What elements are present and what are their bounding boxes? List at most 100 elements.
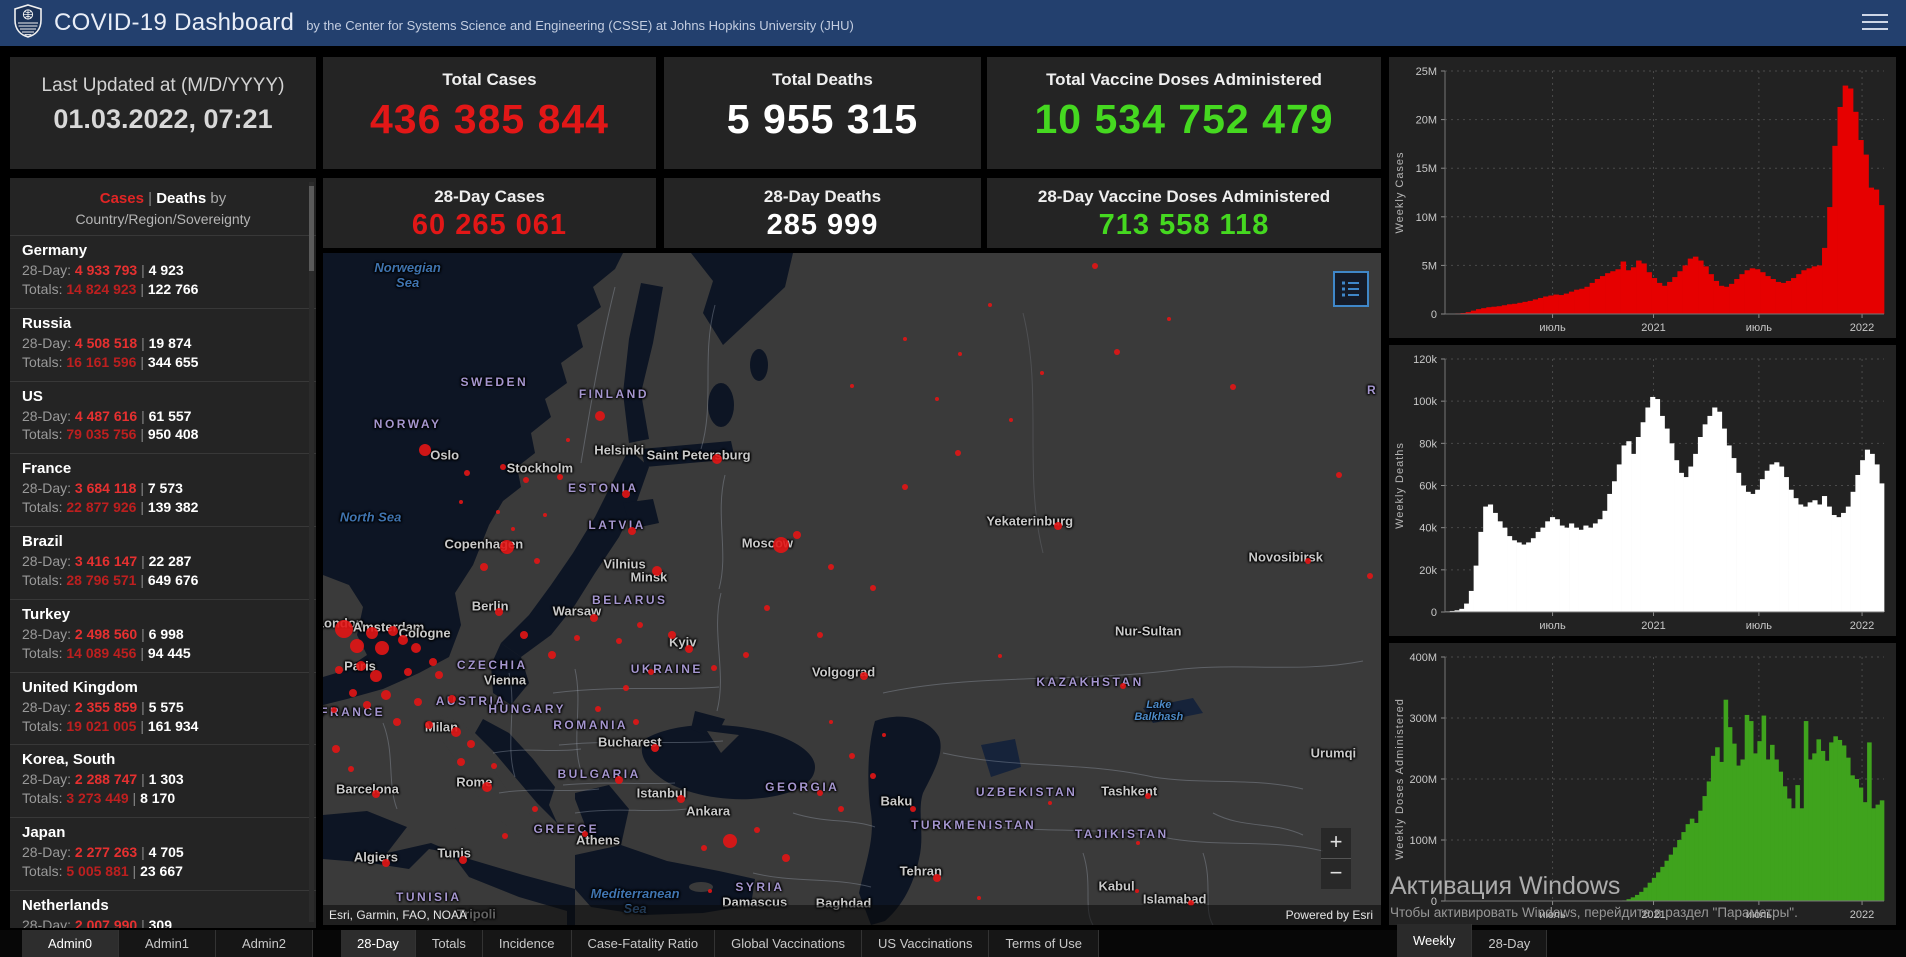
case-bubble[interactable] [773,537,790,554]
case-bubble[interactable] [910,805,917,812]
case-bubble[interactable] [523,477,530,484]
weekly-cases-chart-panel[interactable]: 0 5M 10M 15M 20M 25M июль 2021 июль 2022 Weekly Ca… [1389,57,1896,338]
case-bubble[interactable] [881,733,886,738]
case-bubble[interactable] [369,670,382,683]
case-bubble[interactable] [533,557,540,564]
case-bubble[interactable] [1187,900,1194,907]
country-row[interactable]: Korea, South 28-Day: 2 288 747 | 1 303 Tot… [10,744,316,817]
case-bubble[interactable] [859,672,868,681]
case-bubble[interactable] [387,626,398,637]
case-bubble[interactable] [1304,558,1311,565]
zoom-in-button[interactable]: + [1329,829,1343,854]
case-bubble[interactable] [1229,384,1236,391]
case-bubble[interactable] [429,657,438,666]
case-bubble[interactable] [382,859,391,868]
chart-tab-weekly[interactable]: Weekly [1397,924,1473,957]
case-bubble[interactable] [934,397,939,402]
case-bubble[interactable] [850,384,854,389]
weekly-doses-chart-panel[interactable]: 0 100M 200M 300M 400M июль 2021 июль 2022 Weekly … [1389,643,1896,925]
case-bubble[interactable] [676,794,685,803]
case-bubble[interactable] [976,896,981,901]
case-bubble[interactable] [331,744,340,753]
case-bubble[interactable] [335,620,354,639]
case-bubble[interactable] [685,644,694,653]
case-bubble[interactable] [708,889,713,894]
case-bubble[interactable] [668,630,677,639]
case-bubble[interactable] [403,668,412,677]
case-bubble[interactable] [458,855,467,864]
case-bubble[interactable] [398,635,409,646]
country-row[interactable]: Germany 28-Day: 4 933 793 | 4 923 Totals: … [10,235,316,308]
case-bubble[interactable] [870,584,877,591]
case-bubble[interactable] [987,303,992,308]
case-bubble[interactable] [838,806,845,813]
tab-case-fatality-ratio[interactable]: Case-Fatality Ratio [571,930,716,957]
case-bubble[interactable] [1054,521,1063,530]
case-bubble[interactable] [491,762,498,769]
country-row[interactable]: US 28-Day: 4 487 616 | 61 557 Totals: 79 0… [10,380,316,454]
country-row[interactable]: Turkey 28-Day: 2 498 560 | 6 998 Totals: 1… [10,598,316,672]
tab-us-vaccinations[interactable]: US Vaccinations [862,930,990,957]
case-bubble[interactable] [1134,889,1139,894]
case-bubble[interactable] [723,834,738,848]
case-bubble[interactable] [414,697,423,706]
case-bubble[interactable] [458,499,463,504]
case-bubble[interactable] [637,621,644,628]
case-bubble[interactable] [393,718,402,727]
sidebar-scrollbar[interactable] [309,182,314,922]
case-bubble[interactable] [622,685,629,692]
case-bubble[interactable] [792,531,801,540]
case-bubble[interactable] [870,772,877,779]
case-bubble[interactable] [1113,349,1120,356]
case-bubble[interactable] [411,643,422,654]
case-bubble[interactable] [1047,800,1052,805]
case-bubble[interactable] [1145,792,1152,799]
weekly-deaths-chart-panel[interactable]: 0 20k 40k 60k 80k 100k 120k июль 2021 июль 2022 Wee… [1389,345,1896,636]
tab-global-vaccinations[interactable]: Global Vaccinations [715,930,863,957]
case-bubble[interactable] [456,758,465,767]
tab-incidence[interactable]: Incidence [482,930,572,957]
tab-totals[interactable]: Totals [415,930,483,957]
case-bubble[interactable] [582,830,589,837]
country-row[interactable]: Japan 28-Day: 2 277 263 | 4 705 Totals: 5 … [10,817,316,890]
case-bubble[interactable] [595,411,606,422]
case-bubble[interactable] [954,450,961,457]
case-bubble[interactable] [782,853,791,862]
case-bubble[interactable] [543,513,548,518]
tab-admin2[interactable]: Admin2 [216,930,313,957]
case-bubble[interactable] [511,526,516,531]
case-bubble[interactable] [435,671,444,680]
scrollbar-thumb[interactable] [309,186,314,271]
case-bubble[interactable] [448,694,457,703]
case-bubble[interactable] [365,626,378,639]
case-bubble[interactable] [381,690,392,701]
case-bubble[interactable] [1119,683,1126,690]
case-bubble[interactable] [828,720,833,725]
case-bubble[interactable] [627,526,636,535]
tab-admin0[interactable]: Admin0 [22,930,119,957]
case-bubble[interactable] [1167,316,1172,321]
case-bubble[interactable] [932,873,941,882]
map-legend-button[interactable] [1333,271,1369,307]
case-bubble[interactable] [633,719,640,726]
country-row[interactable]: Brazil 28-Day: 3 416 147 | 22 287 Totals: … [10,526,316,599]
case-bubble[interactable] [849,752,855,759]
case-bubble[interactable] [499,463,506,470]
case-bubble[interactable] [595,705,602,712]
case-bubble[interactable] [375,641,390,656]
country-row[interactable]: France 28-Day: 3 684 118 | 7 573 Totals: 2… [10,453,316,526]
chart-tab-28-day[interactable]: 28-Day [1472,930,1548,957]
menu-hamburger-icon[interactable] [1862,14,1888,35]
case-bubble[interactable] [753,826,760,833]
case-bubble[interactable] [424,721,433,730]
case-bubble[interactable] [616,638,623,645]
case-bubble[interactable] [827,564,834,571]
case-bubble[interactable] [652,565,663,576]
case-bubble[interactable] [1335,471,1342,478]
case-bubble[interactable] [531,806,538,813]
case-bubble[interactable] [520,630,529,639]
case-bubble[interactable] [363,701,372,710]
case-bubble[interactable] [356,661,367,672]
